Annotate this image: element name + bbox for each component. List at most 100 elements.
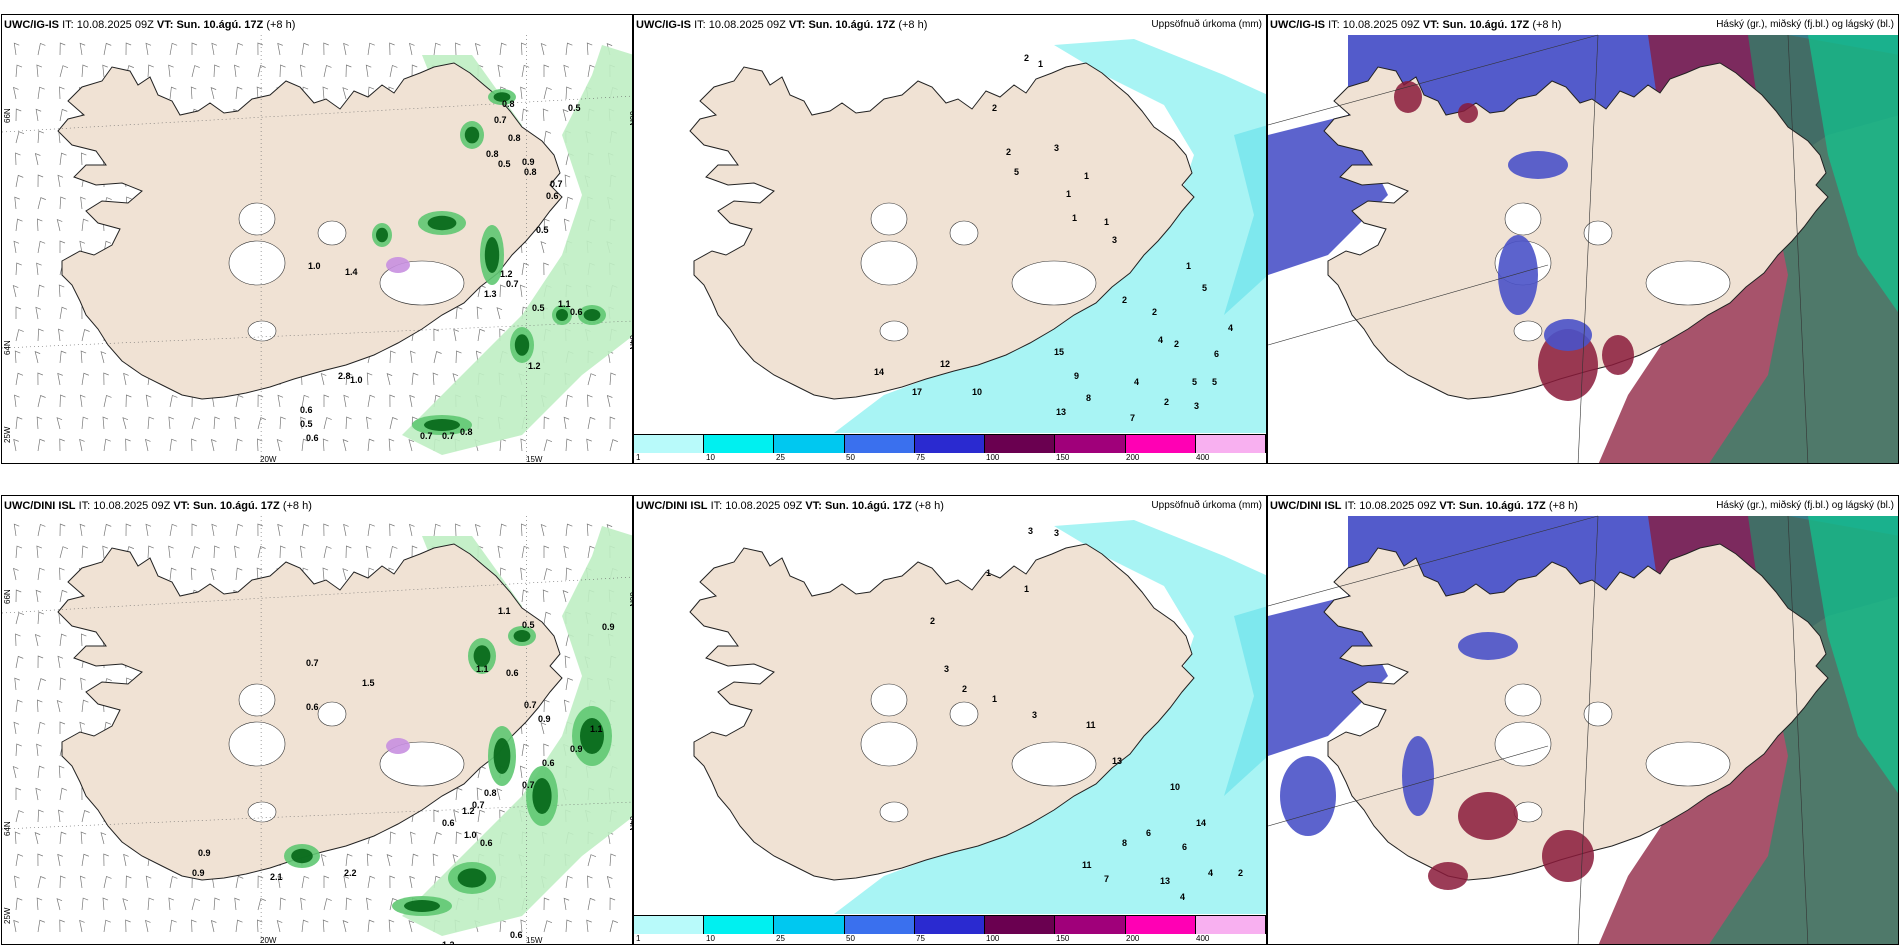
lon-tick: 20W [260,455,277,464]
legend-swatch [844,916,915,934]
precip-value: 0.6 [510,930,523,940]
graticule [2,35,632,463]
glacier-hofsjokull [1583,701,1613,727]
iceland-coastline [57,62,563,400]
accum-value: 2 [1238,868,1243,878]
accum-value: 14 [874,367,884,377]
legend-swatch [774,435,845,453]
accum-value: 2 [1024,53,1029,63]
accum-value: 2 [1006,147,1011,157]
cloud-map [1268,15,1898,463]
legend-swatch [985,916,1056,934]
iceland-coastline [689,543,1195,881]
legend-swatch [1125,916,1196,934]
cloud-cell [1498,235,1538,315]
precip-value: 0.6 [306,433,319,443]
accum-value: 1 [1024,584,1029,594]
glacier-myrdalsjokull [879,320,909,342]
precip-core [493,92,511,102]
accum-value: 5 [1212,377,1217,387]
legend-threshold: 150 [1056,934,1070,943]
precip-value: 0.5 [568,103,581,113]
glacier-langjokull [870,202,908,236]
accum-value: 2 [1164,397,1169,407]
glacier-vatnajokull [860,721,918,767]
glacier-langjokull [1504,202,1542,236]
glacier-vatnajokull [228,240,286,286]
precip-core [556,309,568,321]
precip-title: Uppsöfnuð úrkoma (mm) [1151,500,1262,511]
panel-title: UWC/IG-IS IT: 10.08.2025 09Z VT: Sun. 10… [1270,19,1562,31]
accum-value: 1 [992,694,997,704]
glacier-langjokull [1504,683,1542,717]
lat-tick: 25W [3,426,12,443]
glacier-vatnajokull [1645,741,1731,787]
accum-value: 6 [1214,349,1219,359]
legend-swatch [914,916,986,934]
lat-tick: 66N [3,108,12,123]
precip-value: 0.7 [472,800,485,810]
accum-value: 2 [992,103,997,113]
precip-value: 0.9 [198,848,211,858]
precip-core [493,738,511,774]
glacier-myrdalsjokull [247,801,277,823]
lat-tick-right: 66N [628,111,633,126]
legend-threshold: 10 [706,934,715,943]
precip-value: 0.9 [538,714,551,724]
legend-threshold: 25 [776,453,785,462]
accum-value: 13 [1056,407,1066,417]
precip-core [291,848,313,864]
precip-value: 0.8 [524,167,537,177]
accum-value: 10 [1170,782,1180,792]
accum-value: 6 [1182,842,1187,852]
precip-value: 1.5 [362,678,375,688]
legend-swatch [914,435,986,453]
lat-tick-right: 64N [628,335,633,350]
precip-core [583,309,601,321]
precip-value: 1.1 [498,606,511,616]
precip-value: 1.2 [500,269,513,279]
legend-swatch [1195,916,1266,934]
precip-value: 0.7 [550,179,563,189]
precip-value: 1.1 [558,299,571,309]
precip-value: 0.6 [542,758,555,768]
cloud-cell [1428,862,1468,890]
accum-value: 3 [1054,143,1059,153]
cloud-cell [1544,319,1592,351]
accum-value: 8 [1086,393,1091,403]
precip-value: 0.7 [420,431,433,441]
legend-threshold: 50 [846,934,855,943]
glacier-vatnajokull [1011,741,1097,787]
cloud-cell [1458,632,1518,660]
accum-value: 1 [986,568,991,578]
cloud-panel-bottom: UWC/DINI ISL IT: 10.08.2025 09Z VT: Sun.… [1267,495,1899,945]
glacier-vatnajokull [1494,721,1552,767]
lon-tick: 20W [260,936,277,945]
legend-threshold: 1 [636,453,641,462]
accum-value: 2 [962,684,967,694]
precip-value: 1.2 [442,940,455,945]
precip-core [513,630,531,642]
precip-value: 0.9 [192,868,205,878]
precip-value: 0.8 [486,149,499,159]
cloud-title: Háský (gr.), miðský (fj.bl.) og lágský (… [1716,19,1894,30]
accum-value: 9 [1074,371,1079,381]
glacier-langjokull [238,202,276,236]
glacier-vatnajokull [860,240,918,286]
accum-value: 4 [1134,377,1139,387]
legend-swatch [1195,435,1266,453]
precip-value: 1.0 [464,830,477,840]
precip-value: 1.0 [350,375,363,385]
precip-value: 2.1 [270,872,283,882]
legend-swatch [704,916,775,934]
glacier-hofsjokull [949,701,979,727]
legend-swatch [1055,435,1126,453]
cloud-cell [1280,756,1336,836]
legend-threshold: 75 [916,453,925,462]
accum-value: 13 [1112,756,1122,766]
panel-title: UWC/DINI ISL IT: 10.08.2025 09Z VT: Sun.… [636,500,944,512]
precip-legend [634,434,1266,453]
glacier-hofsjokull [317,220,347,246]
legend-threshold: 100 [986,934,1000,943]
